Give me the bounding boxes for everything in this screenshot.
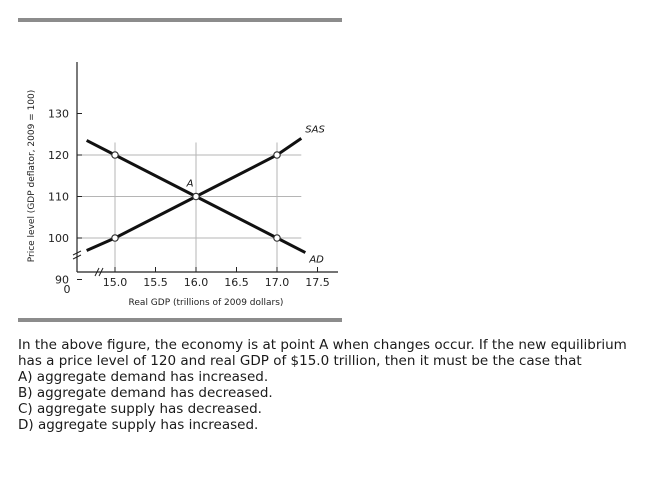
y-tick-label: 100 [48,232,69,245]
x-tick-label: 15.0 [103,276,128,289]
x-tick-label: 16.0 [184,276,209,289]
curve-label-ad: AD [308,255,324,266]
x-tick-label: 15.5 [143,276,168,289]
point-label-a: A [186,179,194,190]
marked-point [111,151,119,159]
x-tick-label: 17.5 [305,276,330,289]
y-tick-label: 90 [55,274,69,287]
question-stem: In the above figure, the economy is at p… [18,337,627,369]
marked-point [273,151,281,159]
curve-label-sas: SAS [305,124,325,135]
x-tick-label: 16.5 [224,276,249,289]
choice-d[interactable]: D) aggregate supply has increased. [18,417,259,433]
x-tick-label: 17.0 [265,276,290,289]
y-tick-label: 120 [48,149,69,162]
marked-point [111,234,119,242]
choice-c[interactable]: C) aggregate supply has decreased. [18,401,262,417]
bottom-divider [18,318,342,322]
y-tick-label: 130 [48,108,69,121]
top-divider [18,18,342,22]
choice-b[interactable]: B) aggregate demand has decreased. [18,385,273,401]
x-axis-break [94,267,104,277]
y-tick-label: 110 [48,191,69,204]
marked-point [273,234,281,242]
as-ad-chart: 90 100 110 120 130 15.0 15.5 16.0 16.5 17.0 17.5 SA… [27,62,338,308]
y-axis-title: Price level (GDP deflator, 2009 = 100) [27,90,37,263]
marked-point [192,192,200,201]
question-block: In the above figure, the economy is at p… [18,337,628,433]
origin-label: 0 [64,283,71,296]
choice-a[interactable]: A) aggregate demand has increased. [18,369,269,385]
y-axis-break [72,250,82,260]
x-axis-title: Real GDP (trillions of 2009 dollars) [129,298,284,308]
